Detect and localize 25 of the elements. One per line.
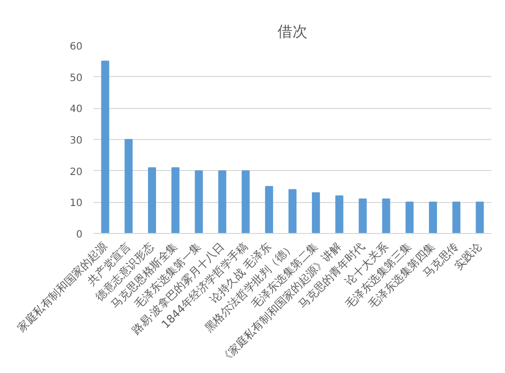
y-tick-label: 60: [70, 42, 83, 52]
y-tick-label: 0: [76, 230, 83, 240]
bar: [171, 167, 180, 234]
bar: [265, 186, 274, 234]
bar: [218, 170, 226, 234]
bar: [452, 202, 460, 234]
bar: [476, 202, 484, 234]
bar: [148, 167, 156, 234]
bar: [406, 202, 414, 234]
bar: [194, 170, 203, 234]
bar: [312, 192, 320, 234]
bar: [382, 198, 390, 234]
bar: [242, 170, 250, 234]
chart-title: 借次: [278, 22, 308, 40]
bar: [358, 198, 367, 234]
bar: [335, 195, 344, 234]
y-tick-label: 10: [70, 198, 83, 210]
y-tick-label: 30: [70, 136, 83, 146]
y-tick-label: 50: [70, 72, 83, 84]
bar: [428, 202, 437, 234]
bar: [101, 60, 110, 234]
y-tick-label: 20: [70, 166, 83, 178]
bar: [124, 139, 133, 234]
y-tick-label: 40: [70, 104, 83, 116]
bar: [288, 189, 297, 234]
